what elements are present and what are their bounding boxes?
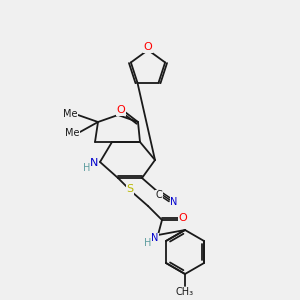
Text: C: C — [156, 190, 162, 200]
Text: Me: Me — [63, 109, 77, 119]
Text: H: H — [144, 238, 152, 248]
Text: O: O — [178, 213, 188, 223]
Text: Me: Me — [65, 128, 79, 138]
Text: CH₃: CH₃ — [176, 287, 194, 297]
Text: N: N — [170, 197, 178, 207]
Text: H: H — [83, 163, 91, 173]
Text: O: O — [117, 105, 125, 115]
Text: N: N — [90, 158, 98, 168]
Text: S: S — [126, 184, 134, 194]
Text: N: N — [151, 233, 159, 243]
Text: O: O — [144, 42, 152, 52]
